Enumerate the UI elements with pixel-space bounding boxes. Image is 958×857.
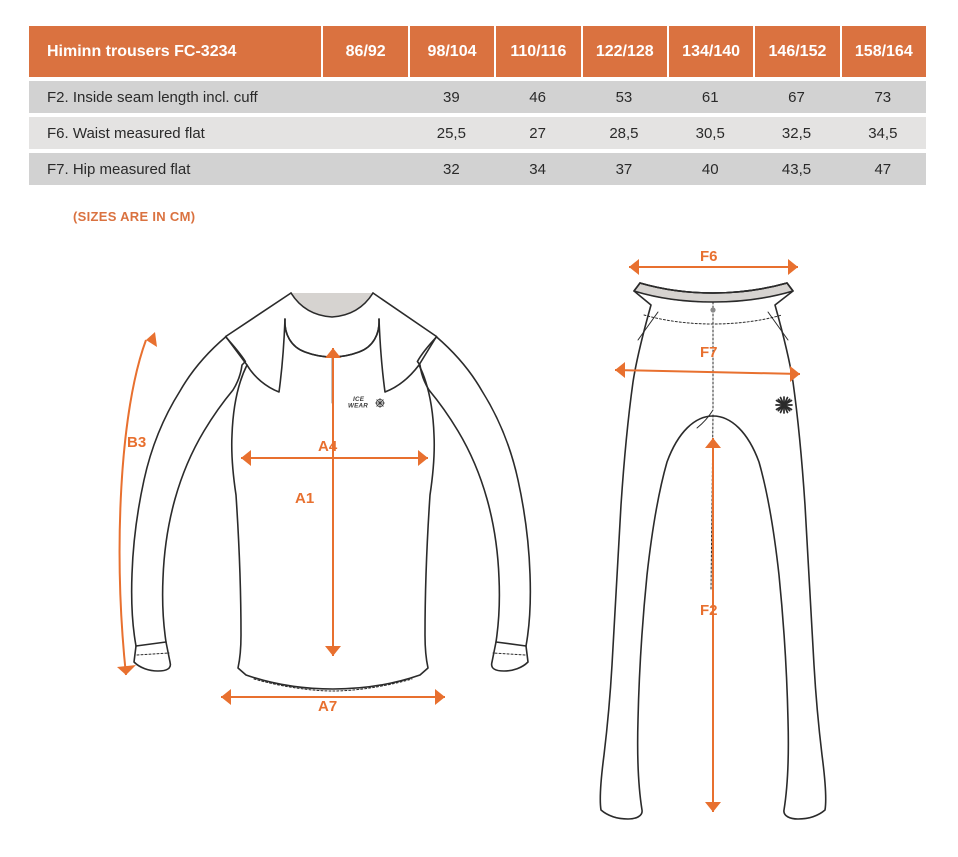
svg-text:A1: A1 <box>295 490 314 507</box>
svg-text:F2: F2 <box>700 602 718 619</box>
svg-text:A7: A7 <box>318 698 337 715</box>
svg-text:B3: B3 <box>127 434 146 451</box>
svg-text:F6: F6 <box>700 250 718 265</box>
svg-text:A4: A4 <box>318 438 338 455</box>
svg-text:F7: F7 <box>700 344 718 361</box>
svg-text:WEAR: WEAR <box>348 403 368 410</box>
